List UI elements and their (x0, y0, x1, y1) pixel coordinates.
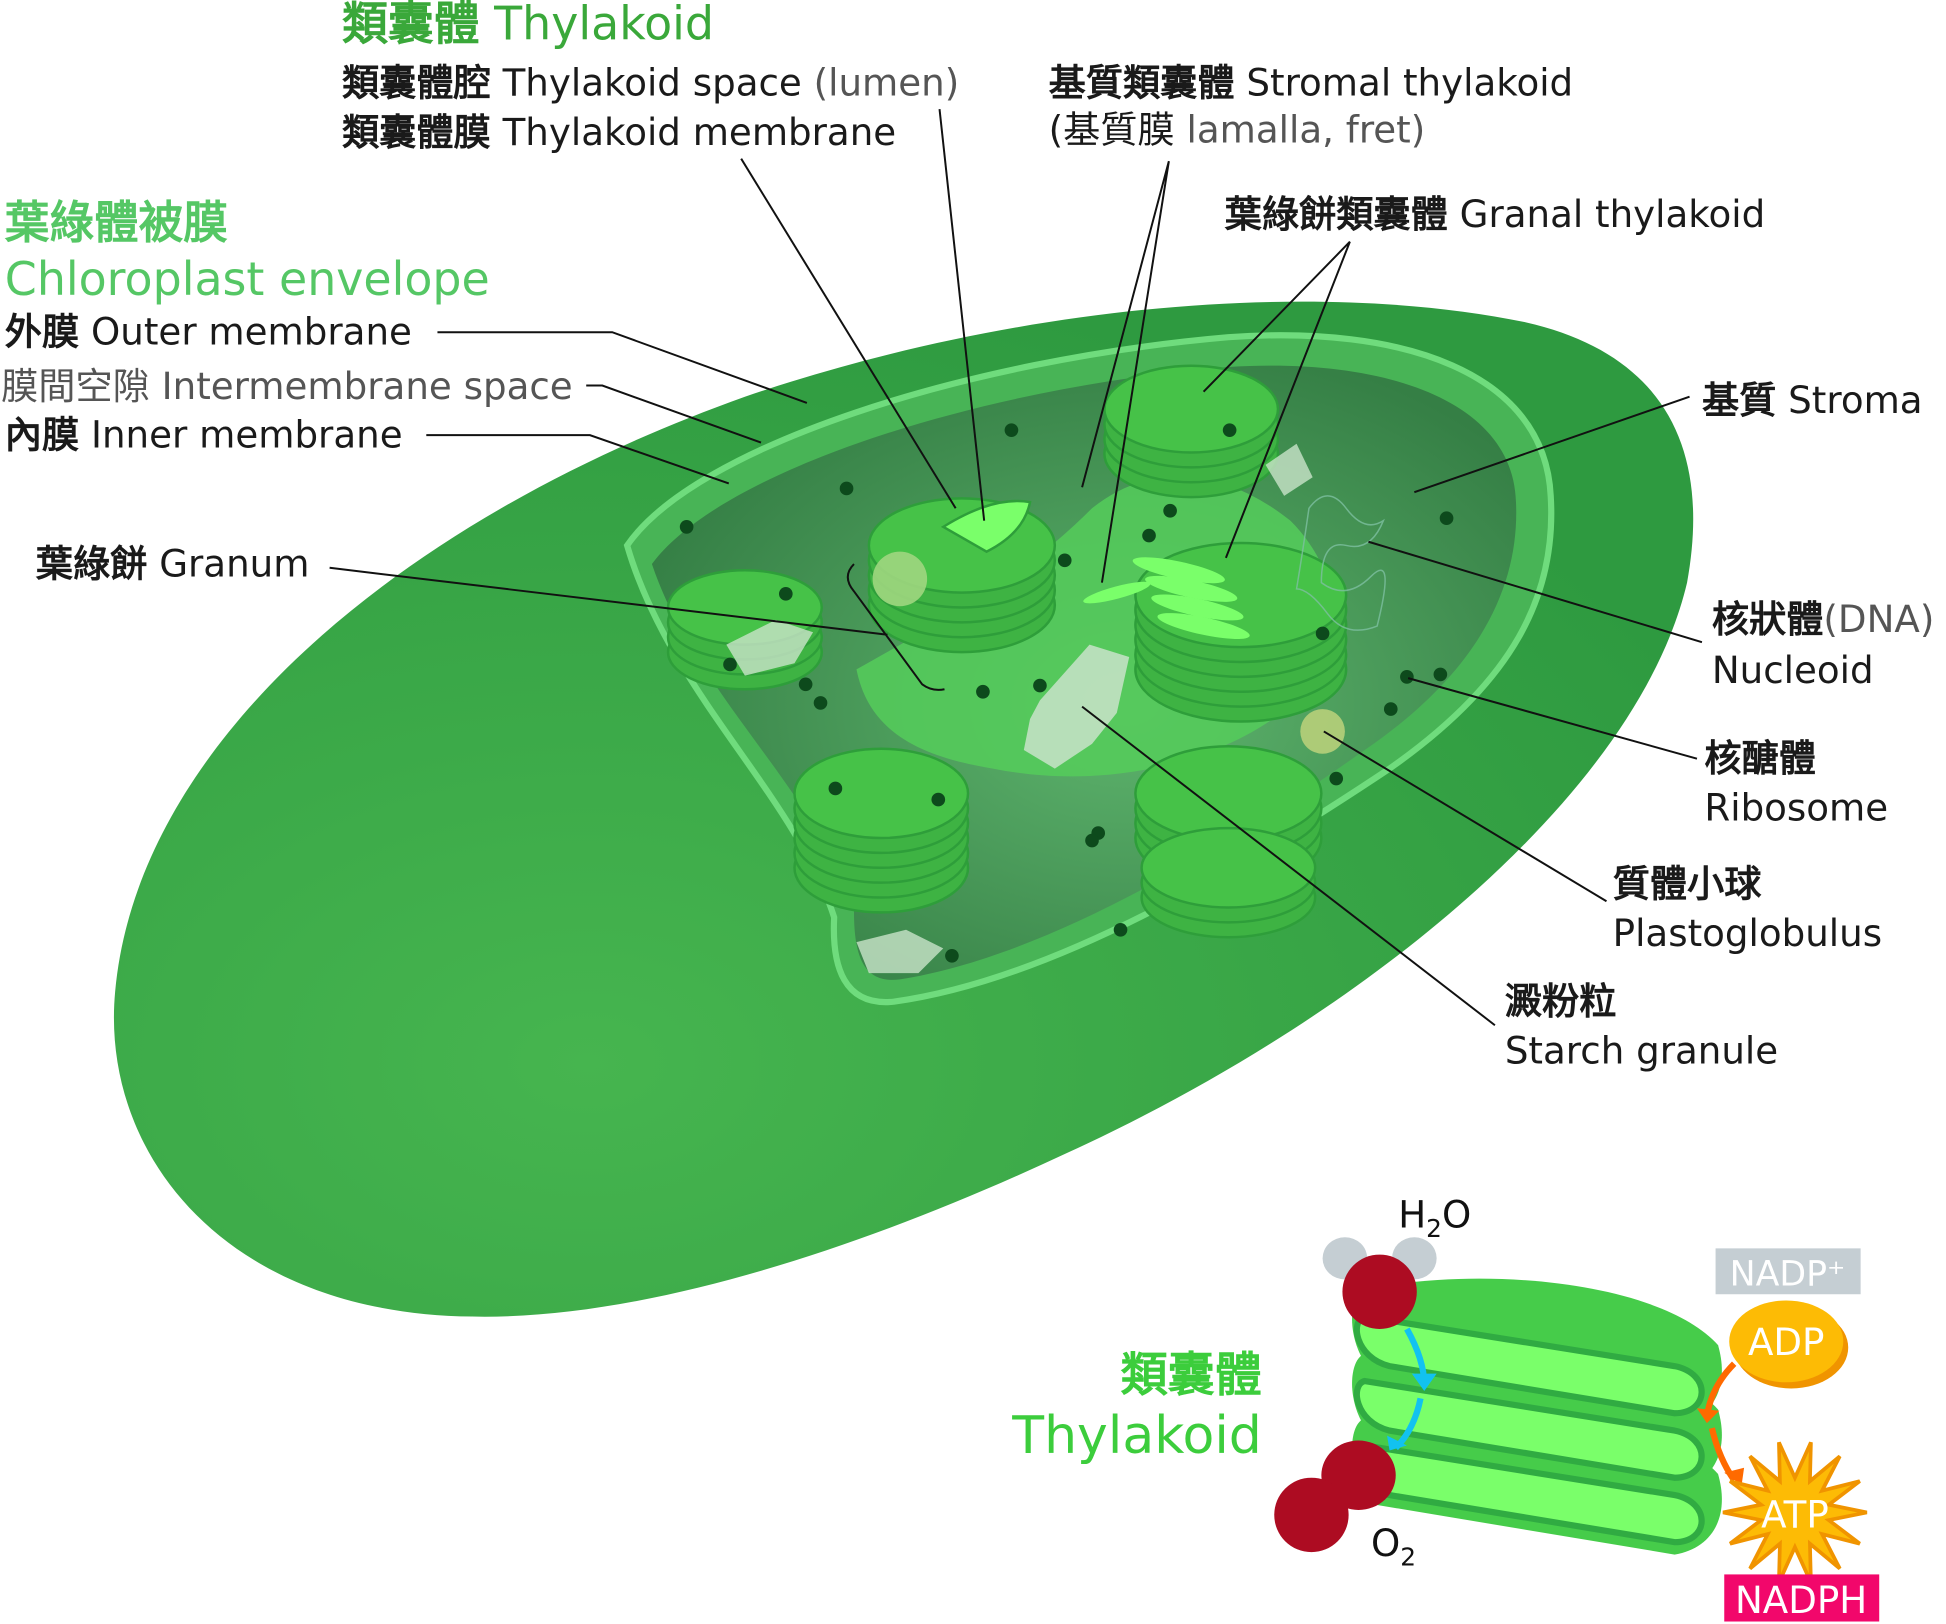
plastoglobulus (1300, 709, 1345, 754)
adp-badge (1729, 1300, 1844, 1383)
ribosome (723, 657, 737, 672)
leader-granum (329, 566, 888, 636)
starch-granule (1265, 443, 1313, 496)
leader-stroma (1414, 395, 1690, 494)
label-granal-thylakoid: 葉綠餅類囊體 Granal thylakoid (1224, 192, 1766, 236)
label-stroma: 基質 Stroma (1702, 378, 1923, 422)
granum-bracket (846, 563, 945, 691)
ribosome-dots (679, 423, 1454, 963)
thylakoid-disk (1134, 745, 1323, 842)
leader-thylakoid-membrane (740, 158, 957, 509)
ribosome (976, 684, 990, 699)
ribosome (1142, 528, 1156, 543)
ribosome (1329, 771, 1344, 786)
label-plastoglobulus-en: Plastoglobulus (1613, 911, 1882, 955)
ribosome (1033, 678, 1047, 693)
thylakoid-disk (793, 747, 970, 840)
ribosome (1383, 702, 1398, 716)
leader-nucleoid (1368, 540, 1703, 644)
nucleoid (1295, 495, 1386, 631)
atp-burst (1722, 1441, 1868, 1584)
leader-plastoglobulus (1323, 730, 1607, 903)
arrowhead-orange (1696, 1408, 1745, 1486)
ribosome (1057, 553, 1072, 568)
thylakoid-disk-lumen (1353, 1377, 1705, 1481)
thylakoid-disk-lumen (1353, 1313, 1705, 1417)
ribosome (1004, 423, 1019, 437)
ribosome (1163, 503, 1177, 518)
label-nucleoid-en: Nucleoid (1712, 648, 1874, 692)
leader-starch (1081, 705, 1496, 1027)
plastoglobulus (872, 551, 928, 607)
label-stromal-thylakoid-sub: (基質膜 lamalla, fret) (1049, 108, 1426, 152)
label-envelope-zh: 葉綠體被膜 (4, 197, 228, 249)
stromal-thylakoid-membrane (1145, 575, 1238, 602)
ribosome (1222, 423, 1237, 437)
thylakoid-lumen (940, 499, 1032, 554)
label-inner-membrane: 內膜 Inner membrane (5, 413, 403, 457)
label-ribosome-zh: 核醣體 (1704, 736, 1816, 780)
label-adp: ADP (1748, 1320, 1825, 1364)
inset-title-zh: 類囊體 (1121, 1348, 1262, 1403)
label-nadp-plus: NADP⁺ (1730, 1255, 1846, 1295)
ribosome (1085, 833, 1099, 848)
thylakoid-stack (1352, 1278, 1722, 1555)
label-starch-zh: 澱粉粒 (1505, 979, 1617, 1023)
label-starch-en: Starch granule (1505, 1029, 1778, 1073)
label-o2: O2 (1371, 1521, 1416, 1572)
ribosome (1113, 922, 1128, 937)
ribosome (839, 481, 854, 496)
stromal-thylakoid-membrane (1151, 594, 1244, 621)
label-nucleoid-zh: 核狀體(DNA) (1712, 597, 1935, 641)
thylakoid-disk (1140, 826, 1317, 909)
leader-intermembrane-space (586, 384, 762, 444)
label-thylakoid-title: 類囊體 Thylakoid (342, 0, 714, 51)
leader-outer-membrane (437, 331, 808, 404)
ribosome (1315, 626, 1330, 641)
ribosome (1400, 670, 1414, 684)
arrowhead-blue (1387, 1373, 1437, 1451)
oxygen-atom (1342, 1254, 1417, 1329)
label-outer-membrane: 外膜 Outer membrane (5, 310, 412, 354)
starch-granule (726, 619, 814, 676)
label-h2o: H2O (1398, 1192, 1471, 1243)
ribosome (828, 781, 843, 796)
nadph-box (1724, 1574, 1880, 1622)
leader-stromal-thylakoid (1081, 160, 1170, 583)
nadp-plus-box (1715, 1248, 1861, 1295)
ribosome (1439, 511, 1454, 526)
label-stromal-thylakoid: 基質類囊體 Stromal thylakoid (1049, 60, 1574, 104)
label-ribosome-en: Ribosome (1704, 786, 1888, 830)
label-plastoglobulus-zh: 質體小球 (1613, 861, 1763, 905)
label-atp: ATP (1761, 1492, 1829, 1536)
label-intermembrane-space: 膜間空隙 Intermembrane space (1, 364, 573, 408)
ribosome (679, 520, 694, 534)
leader-granal-thylakoid (1202, 241, 1351, 559)
stromal-thylakoid-membrane (1083, 581, 1151, 604)
ribosome (945, 948, 959, 963)
ribosome (778, 586, 793, 601)
label-thylakoid-space: 類囊體腔 Thylakoid space (lumen) (342, 60, 959, 104)
inset-title-en: Thylakoid (1011, 1406, 1262, 1466)
ribosome (798, 677, 813, 692)
ribosome (931, 792, 946, 807)
starch-granule (1023, 644, 1130, 769)
thylakoid-inset: 類囊體 Thylakoid H2O O2 NADP⁺ ADP ATP NADPH (1011, 1192, 1880, 1622)
stromal-thylakoid-membrane (1132, 557, 1225, 584)
stromal-thylakoid-membrane (1157, 613, 1250, 640)
label-envelope-en: Chloroplast envelope (5, 252, 490, 306)
ribosome (813, 696, 828, 710)
leader-ribosome (1407, 677, 1698, 760)
starch-granule (856, 929, 944, 974)
oxygen-atom (1274, 1477, 1349, 1553)
label-thylakoid-membrane: 類囊體膜 Thylakoid membrane (342, 110, 896, 154)
label-nadph: NADPH (1735, 1578, 1867, 1622)
leader-inner-membrane (426, 434, 730, 485)
ribosome (1433, 667, 1448, 682)
label-granum: 葉綠餅 Granum (35, 541, 310, 585)
leader-thylakoid-space (938, 108, 986, 521)
